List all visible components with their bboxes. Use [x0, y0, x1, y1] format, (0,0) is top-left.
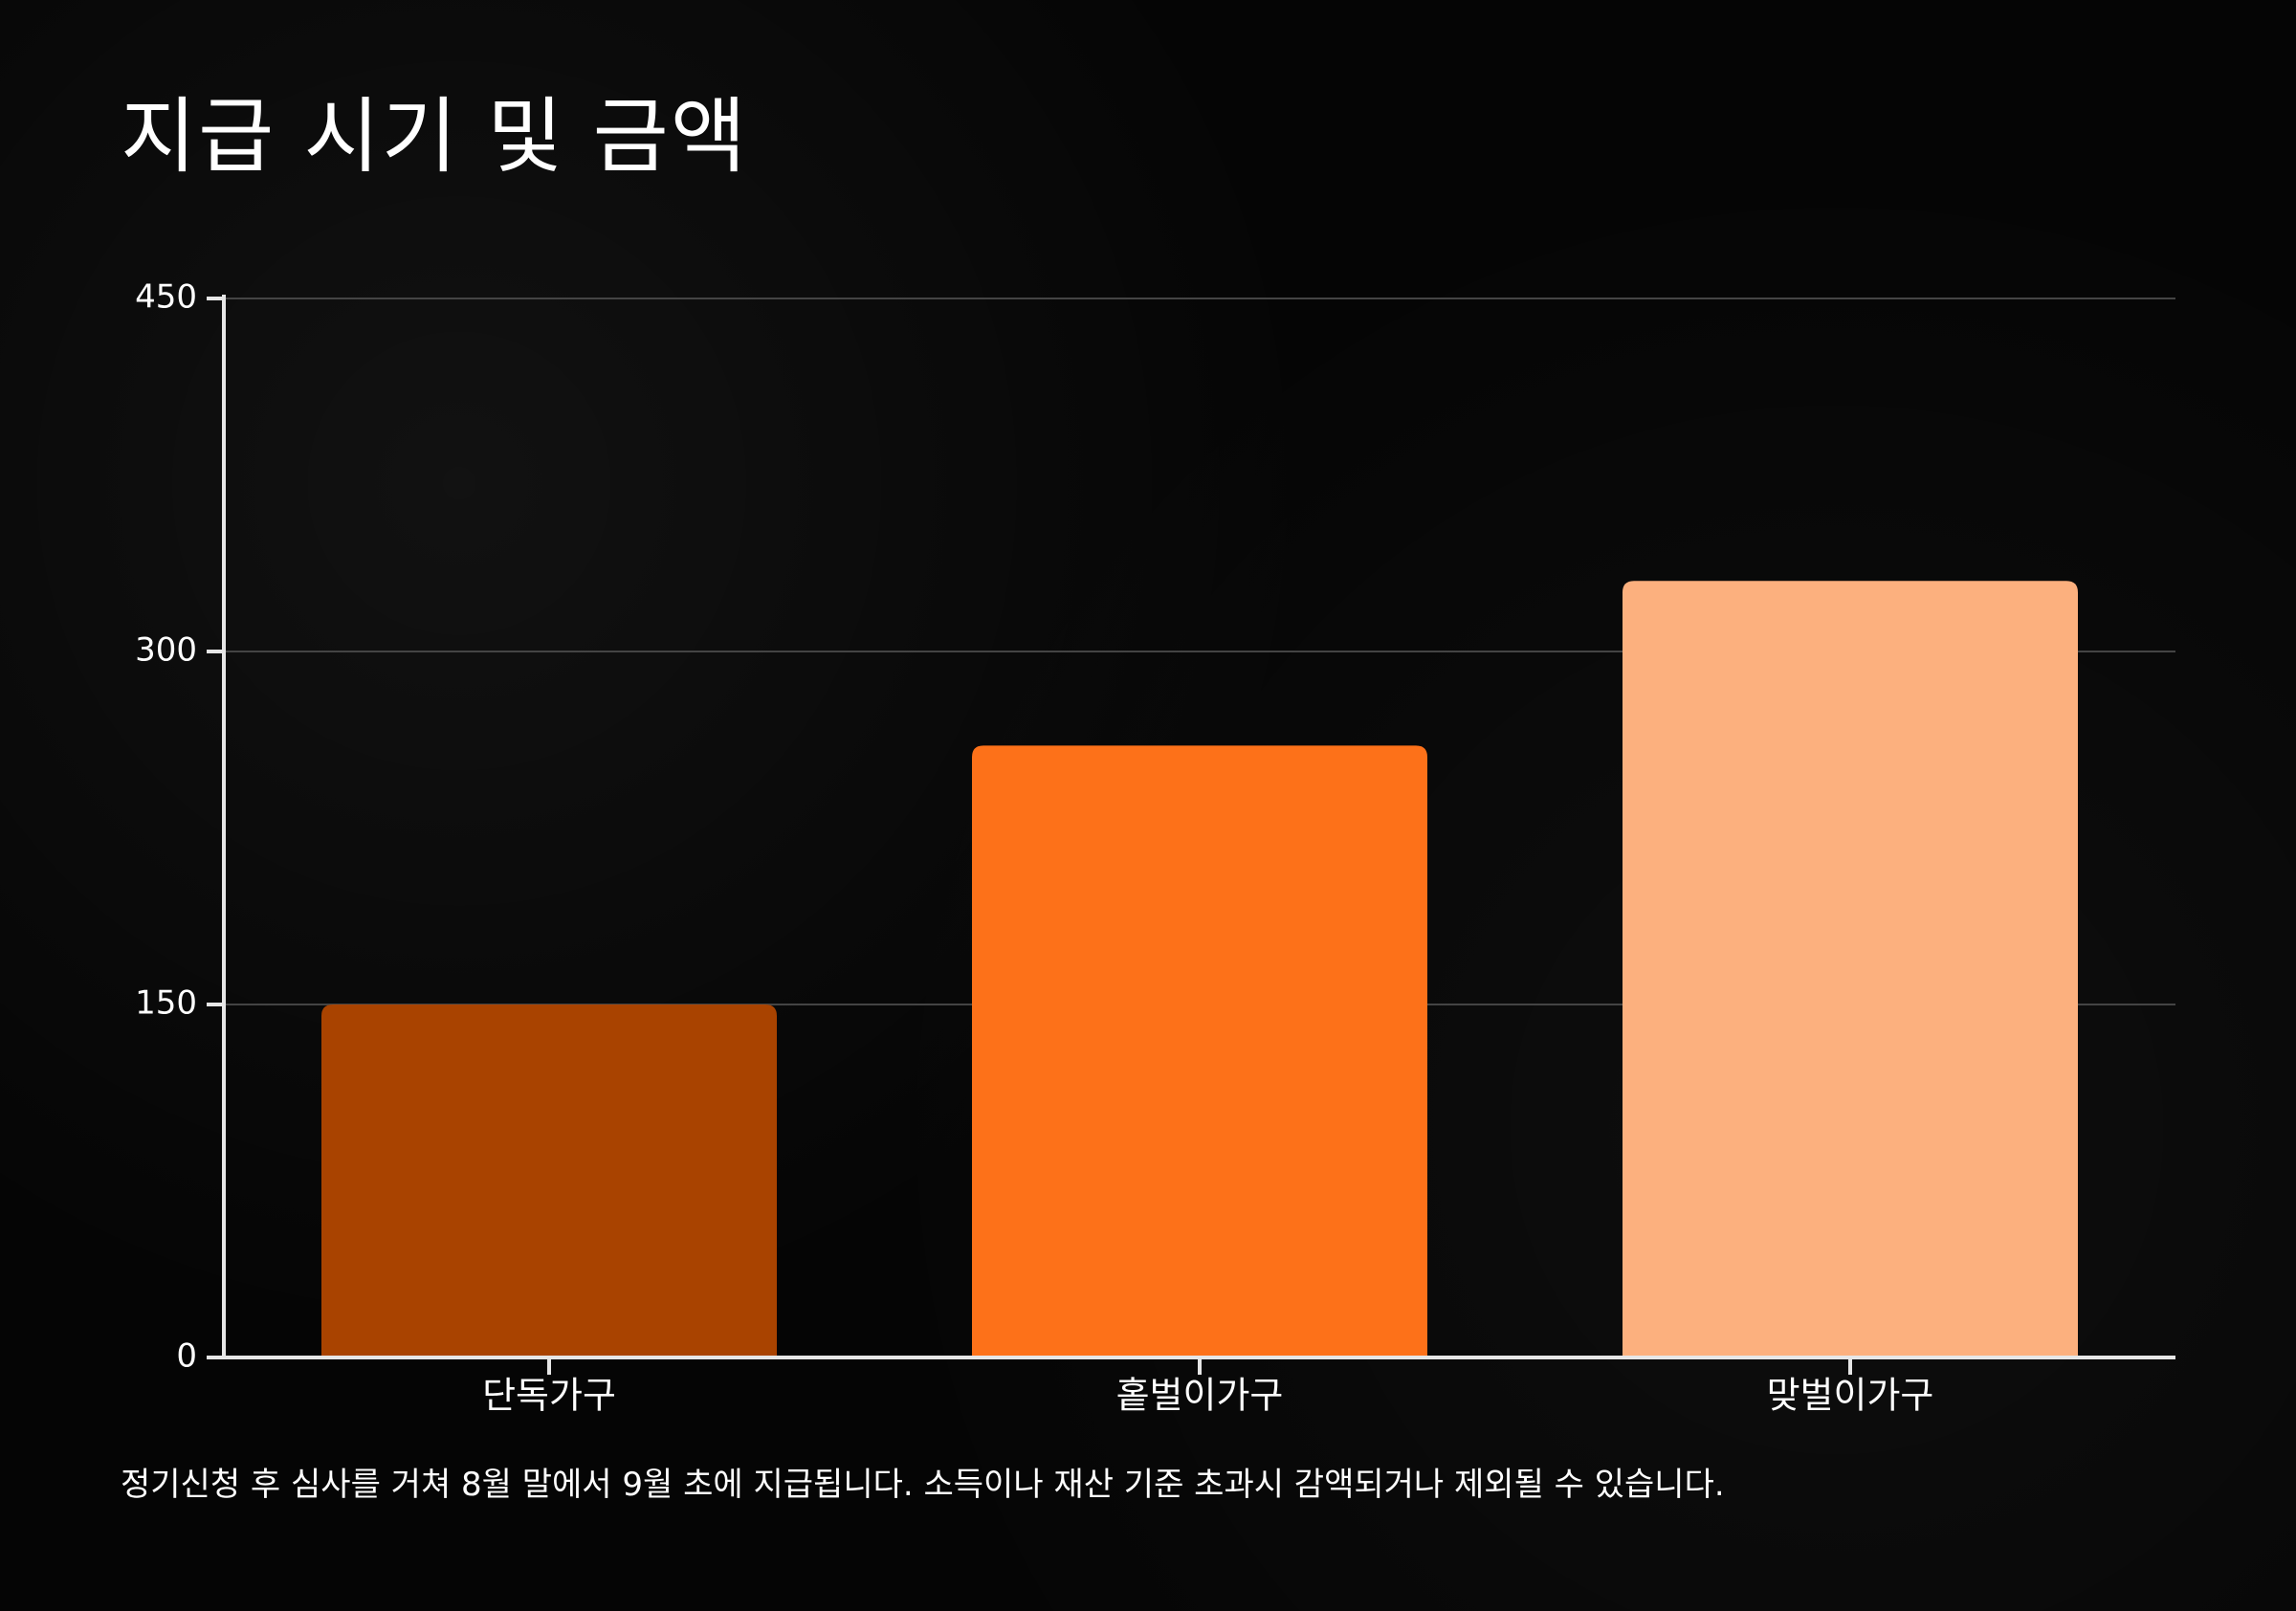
x-tick-label-3: 맞벌이가구 — [1767, 1375, 1934, 1417]
footnote: 정기신청 후 심사를 거쳐 8월 말에서 9월 초에 지급됩니다. 소득이나 재… — [121, 1466, 1725, 1504]
bars — [321, 581, 2078, 1357]
y-tick-label-0: 0 — [176, 1337, 197, 1376]
chart-title: 지급 시기 및 금액 — [121, 89, 748, 185]
y-tick-label-300: 300 — [135, 631, 197, 670]
y-tick-label-450: 450 — [135, 278, 197, 317]
tick-labels: 0 150 300 450 단독가구 홑벌이가구 맞벌이가구 — [135, 278, 1933, 1417]
bar-1 — [321, 1004, 777, 1357]
bar-3 — [1623, 581, 2078, 1357]
axes — [207, 295, 2175, 1375]
y-tick-label-150: 150 — [135, 984, 197, 1023]
x-tick-label-1: 단독가구 — [482, 1375, 616, 1417]
bar-2 — [972, 745, 1427, 1357]
x-tick-label-2: 홑벌이가구 — [1116, 1375, 1284, 1417]
